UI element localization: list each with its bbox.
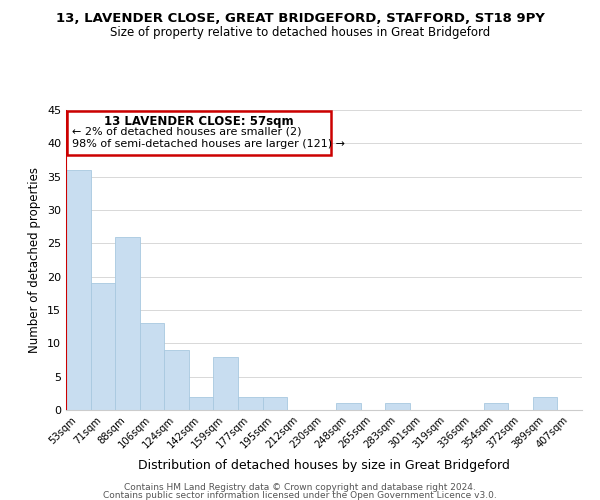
Text: Size of property relative to detached houses in Great Bridgeford: Size of property relative to detached ho… <box>110 26 490 39</box>
Bar <box>91 284 115 410</box>
X-axis label: Distribution of detached houses by size in Great Bridgeford: Distribution of detached houses by size … <box>138 459 510 472</box>
Bar <box>533 396 557 410</box>
Bar <box>385 404 410 410</box>
Bar <box>164 350 189 410</box>
Bar <box>66 170 91 410</box>
Bar <box>238 396 263 410</box>
Bar <box>189 396 214 410</box>
Text: ← 2% of detached houses are smaller (2): ← 2% of detached houses are smaller (2) <box>72 126 302 136</box>
Bar <box>214 356 238 410</box>
Bar <box>263 396 287 410</box>
Bar <box>67 112 331 154</box>
Text: 13, LAVENDER CLOSE, GREAT BRIDGEFORD, STAFFORD, ST18 9PY: 13, LAVENDER CLOSE, GREAT BRIDGEFORD, ST… <box>56 12 544 26</box>
Text: 13 LAVENDER CLOSE: 57sqm: 13 LAVENDER CLOSE: 57sqm <box>104 116 294 128</box>
Text: 98% of semi-detached houses are larger (121) →: 98% of semi-detached houses are larger (… <box>72 140 345 149</box>
Bar <box>115 236 140 410</box>
Text: Contains public sector information licensed under the Open Government Licence v3: Contains public sector information licen… <box>103 492 497 500</box>
Y-axis label: Number of detached properties: Number of detached properties <box>28 167 41 353</box>
Bar <box>336 404 361 410</box>
Bar <box>140 324 164 410</box>
Text: Contains HM Land Registry data © Crown copyright and database right 2024.: Contains HM Land Registry data © Crown c… <box>124 483 476 492</box>
Bar <box>484 404 508 410</box>
